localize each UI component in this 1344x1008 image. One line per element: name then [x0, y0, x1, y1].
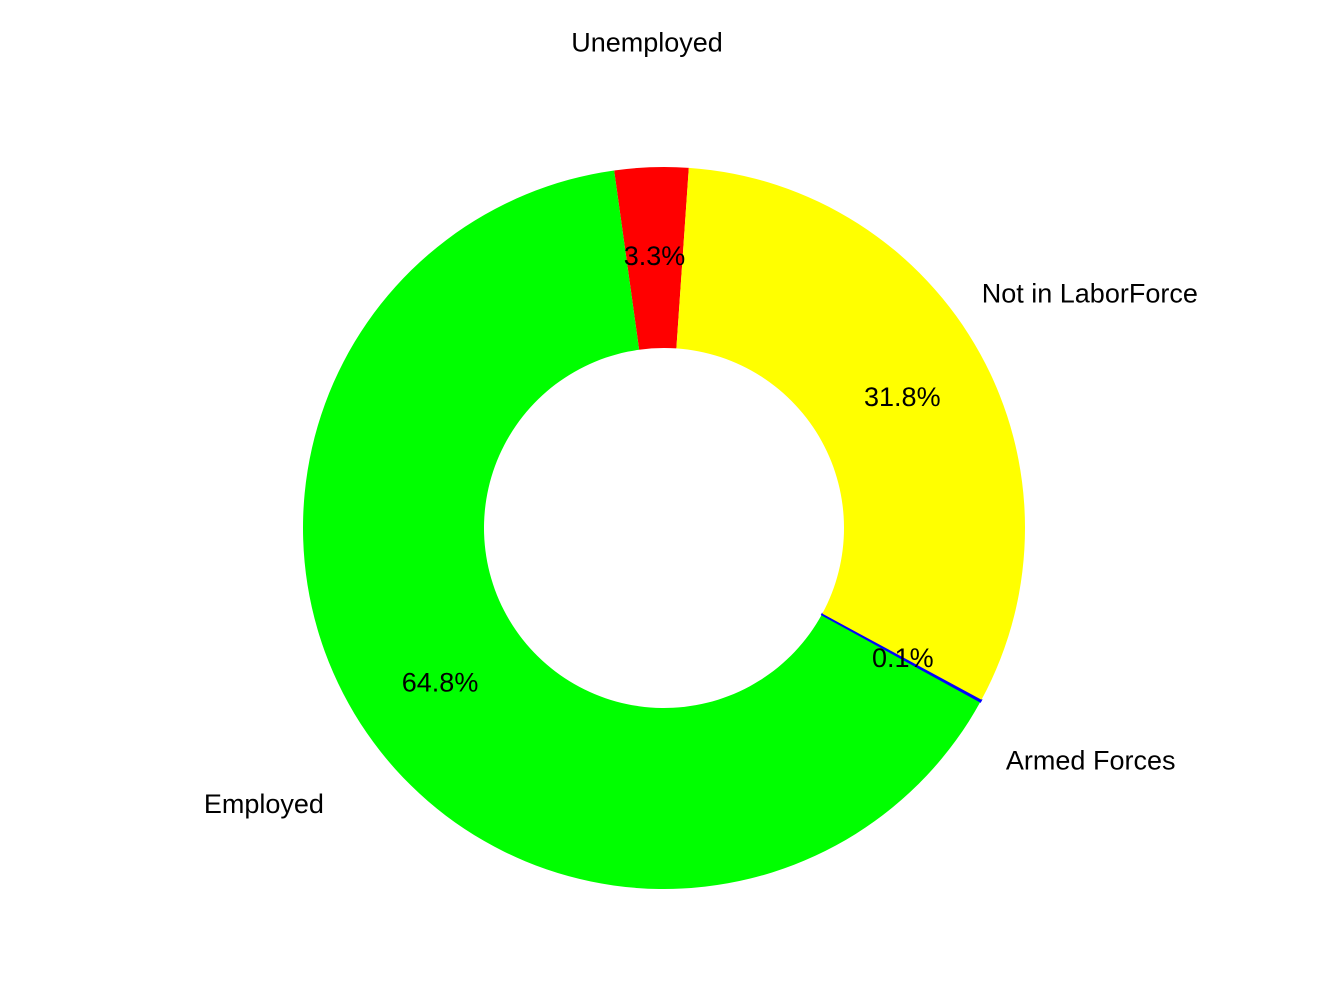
- category-label-employed: Employed: [204, 789, 324, 819]
- slices-layer: [302, 166, 1025, 889]
- category-label-not-in-laborforce: Not in LaborForce: [982, 279, 1198, 309]
- percent-label-not-in-laborforce: 31.8%: [864, 382, 941, 412]
- slice-employed: [302, 170, 981, 889]
- percent-label-armed-forces: 0.1%: [872, 643, 934, 673]
- category-labels-layer: Unemployed Employed Armed Forces Not in Lab…: [204, 27, 1198, 819]
- category-label-armed-forces: Armed Forces: [1006, 746, 1176, 776]
- percent-label-employed: 64.8%: [402, 667, 479, 697]
- slice-armed-forces: [820, 612, 983, 703]
- percent-label-unemployed: 3.3%: [624, 241, 686, 271]
- slice-not-in-laborforce: [676, 167, 1025, 700]
- percent-labels-layer: 3.3% 64.8% 0.1% 31.8%: [402, 241, 941, 697]
- category-label-unemployed: Unemployed: [571, 27, 723, 57]
- slice-unemployed: [614, 166, 689, 350]
